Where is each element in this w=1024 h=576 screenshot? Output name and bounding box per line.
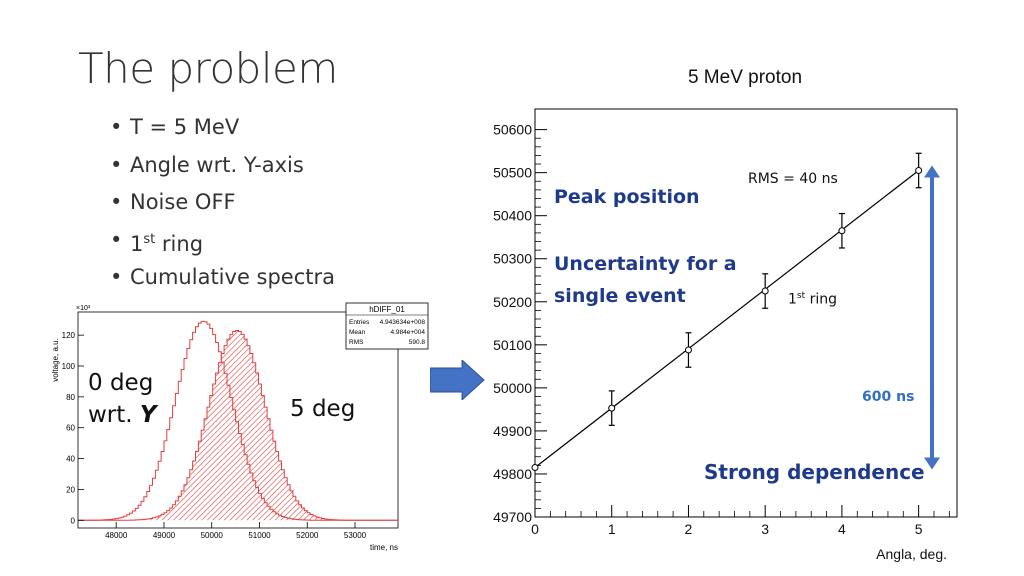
bullet-text: Cumulative spectra — [130, 265, 336, 289]
x-tick-label: 5 — [915, 521, 923, 537]
y-tick-label: 80 — [66, 393, 75, 402]
y-multiplier: ×10³ — [76, 305, 91, 312]
zero-deg-label: 0 deg wrt. Y — [88, 370, 157, 428]
y-tick-label: 100 — [62, 362, 76, 371]
x-axis-label: time, ns — [370, 543, 398, 552]
peak-position-label: Peak position — [554, 186, 700, 208]
span-arrow-up-icon — [924, 165, 940, 178]
y-tick-label: 50000 — [493, 380, 532, 396]
stats-value: 4.943634e+008 — [380, 319, 426, 326]
uncertainty-line1: Uncertainty for a — [554, 253, 737, 275]
data-point — [684, 346, 692, 354]
y-tick-label: 50600 — [493, 122, 532, 138]
strong-dependence-label: Strong dependence — [704, 460, 925, 484]
x-tick-label: 51000 — [248, 531, 271, 540]
stats-value: 4.984e+004 — [390, 329, 425, 336]
x-axis-label: Angla, deg. — [876, 546, 947, 562]
bullet-item: Cumulative spectra — [110, 262, 335, 300]
stats-key: Entries — [349, 319, 370, 326]
series-0deg-line — [78, 320, 398, 521]
ring-note-sup: st — [796, 291, 806, 301]
bullet-text-pre: 1 — [130, 231, 144, 256]
bullet-text: T = 5 MeV — [130, 115, 240, 139]
ring-note: 1st ring — [788, 291, 837, 308]
stats-box — [345, 302, 429, 350]
chart-title: 5 MeV proton — [688, 67, 802, 88]
data-point — [915, 167, 923, 174]
y-tick-label: 50200 — [493, 294, 532, 310]
y-tick-label: 50100 — [493, 337, 532, 353]
y-tick-label: 50400 — [493, 208, 532, 224]
fit-line — [534, 170, 920, 468]
y-tick-label: 0 — [71, 516, 76, 525]
bullet-item: T = 5 MeV — [110, 112, 335, 150]
x-tick-label: 50000 — [201, 531, 224, 540]
x-tick-label: 0 — [531, 521, 539, 537]
bullet-item: Noise OFF — [110, 187, 335, 225]
y-tick-label: 49800 — [493, 466, 532, 482]
data-point — [838, 227, 846, 235]
x-tick-label: 53000 — [344, 531, 367, 540]
zero-deg-axis: Y — [139, 402, 157, 428]
bullet-text: Noise OFF — [130, 190, 236, 214]
data-point — [608, 404, 616, 412]
scatter-chart: 5 MeV proton4970049800499005000050100502… — [493, 67, 958, 562]
series-5deg-line — [78, 330, 398, 521]
y-tick-label: 60 — [66, 424, 75, 433]
zero-deg-label-line2-wrap: wrt. Y — [88, 402, 157, 428]
y-tick-label: 49700 — [493, 509, 532, 525]
stats-value: 590.8 — [409, 339, 426, 346]
zero-deg-label-line1: 0 deg — [88, 370, 154, 396]
arrow-right-icon — [430, 360, 485, 400]
y-tick-label: 120 — [62, 331, 76, 340]
y-tick-label: 20 — [66, 485, 75, 494]
bullet-text-sup: st — [143, 231, 156, 247]
stats-key: Mean — [349, 329, 366, 336]
x-tick-label: 48000 — [105, 531, 128, 540]
bullet-item: 1st ring — [110, 225, 335, 263]
y-tick-label: 50300 — [493, 251, 532, 267]
data-point — [531, 464, 539, 471]
ring-note-pre: 1 — [788, 291, 797, 308]
x-tick-label: 4 — [838, 521, 846, 537]
x-tick-label: 2 — [685, 521, 693, 537]
plot-frame — [534, 108, 958, 518]
bullet-list: T = 5 MeV Angle wrt. Y-axis Noise OFF 1s… — [110, 112, 335, 300]
span-arrow-down-icon — [924, 457, 940, 470]
x-tick-label: 3 — [761, 521, 769, 537]
stats-key: RMS — [349, 339, 364, 346]
x-tick-label: 52000 — [296, 531, 319, 540]
y-axis-label: voltage, a.u. — [51, 338, 60, 382]
y-tick-label: 49900 — [493, 423, 532, 439]
bullet-text: Angle wrt. Y-axis — [130, 152, 304, 177]
y-tick-label: 50500 — [493, 165, 532, 181]
five-deg-label: 5 deg — [290, 396, 356, 422]
stats-title: hDIFF_01 — [369, 305, 405, 314]
uncertainty-line2: single event — [554, 285, 686, 307]
x-tick-label: 1 — [608, 521, 616, 537]
data-point — [761, 287, 769, 295]
y-tick-label: 40 — [66, 455, 75, 464]
x-tick-label: 49000 — [153, 531, 176, 540]
span-label: 600 ns — [862, 389, 915, 405]
rms-note: RMS = 40 ns — [748, 171, 838, 187]
bullet-item: Angle wrt. Y-axis — [110, 150, 335, 188]
uncertainty-label: Uncertainty for a single event — [554, 248, 737, 312]
histogram-chart: 48000 49000 50000 51000 52000 53000 0 20 40 60 80 1… — [51, 302, 429, 552]
zero-deg-label-line2: wrt. — [88, 402, 133, 428]
ring-note-post: ring — [805, 291, 837, 308]
bullet-text-post: ring — [155, 231, 204, 256]
slide-title: The problem — [78, 44, 338, 93]
